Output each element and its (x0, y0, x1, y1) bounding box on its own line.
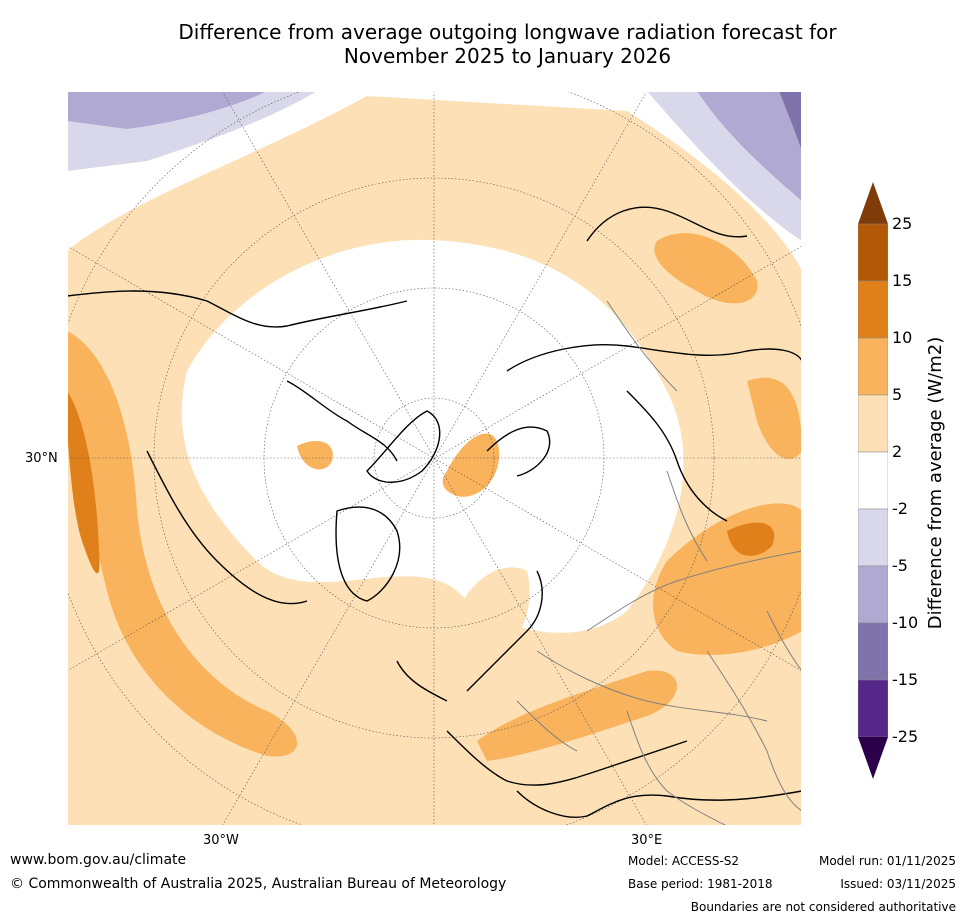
colorbar (857, 182, 889, 782)
colorbar-label: Difference from average (W/m2) (925, 336, 946, 630)
colorbar-tick-label: 2 (892, 442, 903, 461)
colorbar-svg (857, 182, 889, 779)
colorbar-arrow-min (858, 737, 888, 779)
lon-label-30e: 30°E (631, 833, 663, 848)
colorbar-segment (857, 508, 889, 567)
lat-label-30n: 30°N (25, 451, 58, 466)
pos-region-pacific-core (67, 391, 100, 574)
colorbar-segment (857, 622, 889, 681)
colorbar-segment (857, 223, 889, 282)
pos-region-pacific-band (67, 331, 297, 757)
footer-model-run: Model run: 01/11/2025 (818, 854, 956, 868)
pos-region-central-asia-core (727, 522, 775, 556)
pos-region-scandinavia (456, 567, 530, 661)
neg-region-top-right-strong (779, 91, 802, 151)
footer-base-period: Base period: 1981-2018 (628, 877, 773, 891)
pos-region-canada-patch (297, 441, 333, 470)
colorbar-tick-label: 10 (892, 328, 913, 347)
colorbar-arrow-max (858, 182, 888, 224)
lon-label-30w: 30°W (203, 833, 239, 848)
pos-region-arctic-patch (442, 433, 500, 497)
graticule (67, 91, 802, 826)
colorbar-segment (857, 280, 889, 339)
pos-region-outer-ring (67, 96, 802, 826)
colorbar-tick-label: -5 (892, 556, 908, 575)
polar-map (67, 91, 802, 826)
colorbar-tick-label: 5 (892, 385, 903, 404)
colorbar-segment (857, 394, 889, 453)
footer-disclaimer: Boundaries are not considered authoritat… (690, 900, 956, 914)
colorbar-tick-label: 25 (892, 214, 913, 233)
colorbar-tick-label: -10 (892, 613, 919, 632)
footer-model: Model: ACCESS-S2 (628, 854, 740, 868)
colorbar-segment (857, 679, 889, 738)
colorbar-segment (857, 337, 889, 396)
title-line-2: November 2025 to January 2026 (343, 44, 672, 68)
footer-issued: Issued: 03/11/2025 (840, 877, 956, 891)
pos-region-siberia (654, 233, 758, 304)
footer-website-link[interactable]: www.bom.gov.au/climate (10, 852, 187, 868)
coastlines (67, 206, 802, 818)
pos-region-mediterranean (477, 670, 677, 761)
footer-copyright: © Commonwealth of Australia 2025, Austra… (10, 876, 507, 892)
colorbar-tick-label: -25 (892, 727, 919, 746)
neg-region-top-left-core (67, 91, 267, 129)
pos-region-russia (747, 377, 802, 460)
colorbar-tick-label: 15 (892, 271, 913, 290)
chart-title: Difference from average outgoing longwav… (80, 20, 935, 68)
map-frame (67, 91, 802, 826)
neg-region-top-right-core (697, 91, 802, 201)
borders (516, 300, 802, 826)
map-svg (67, 91, 802, 826)
colorbar-segment (857, 451, 889, 510)
colorbar-tick-label: -2 (892, 499, 908, 518)
colorbar-segment (857, 565, 889, 624)
colorbar-tick-label: -15 (892, 670, 919, 689)
title-line-1: Difference from average outgoing longwav… (178, 20, 837, 44)
